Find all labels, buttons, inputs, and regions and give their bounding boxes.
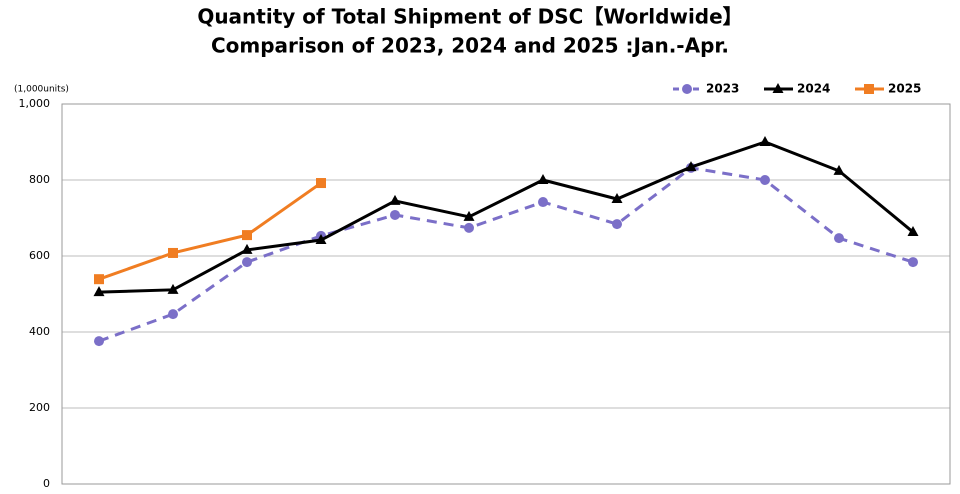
y-tick-label: 0 — [43, 477, 50, 490]
y-tick-label: 600 — [29, 249, 50, 262]
point — [315, 234, 327, 245]
legend-label: 2025 — [888, 82, 921, 96]
legend-marker — [864, 84, 874, 94]
y-tick-label: 400 — [29, 325, 50, 338]
chart-title: Quantity of Total Shipment of DSC【Worldw… — [197, 5, 742, 29]
y-axis-label: (1,000units) — [14, 85, 69, 95]
legend-marker — [682, 84, 692, 94]
y-tick-label: 1,000 — [19, 97, 51, 110]
chart-subtitle: Comparison of 2023, 2024 and 2025 :Jan.-… — [211, 34, 729, 58]
point — [242, 257, 252, 268]
series-line — [98, 166, 914, 343]
point — [167, 283, 179, 294]
point — [908, 257, 918, 268]
point — [242, 230, 252, 241]
series-line — [98, 140, 914, 294]
point — [316, 178, 326, 189]
point — [94, 274, 104, 285]
point — [538, 197, 548, 208]
point — [833, 164, 845, 175]
point — [537, 174, 549, 184]
point — [612, 219, 622, 230]
point — [390, 209, 400, 220]
point — [834, 233, 844, 244]
point — [168, 247, 178, 258]
point — [463, 210, 475, 221]
series-line — [98, 181, 322, 281]
point — [907, 226, 919, 237]
point — [241, 243, 253, 254]
point — [94, 336, 104, 347]
point — [760, 175, 770, 185]
legend-label: 2023 — [706, 82, 739, 96]
legend-marker — [772, 83, 784, 93]
point — [168, 309, 178, 320]
point — [759, 136, 771, 146]
plot-border — [61, 103, 951, 485]
point — [611, 193, 623, 203]
point — [389, 194, 401, 205]
y-tick-label: 800 — [29, 173, 50, 186]
point — [93, 286, 105, 297]
point — [685, 161, 697, 172]
legend-label: 2024 — [797, 82, 830, 96]
y-tick-label: 200 — [29, 401, 50, 414]
point — [464, 222, 474, 233]
